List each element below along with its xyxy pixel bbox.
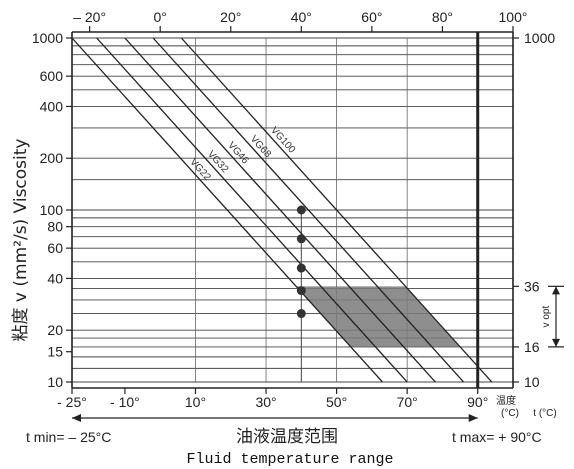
left-tick-label: 60 (47, 240, 63, 256)
bottom-tick-label: 50° (326, 394, 347, 410)
series-line-vg100 (180, 37, 493, 383)
data-point (296, 309, 306, 319)
left-tick-label: 100 (40, 202, 64, 218)
v-opt-arrow-up (552, 286, 560, 295)
series-line-vg68 (152, 37, 465, 383)
left-tick-label: 200 (40, 150, 64, 166)
range-arrow-left (72, 414, 81, 422)
left-tick-label: 40 (47, 270, 63, 286)
top-tick-label: 0° (154, 9, 167, 25)
top-tick-label: 40° (291, 9, 312, 25)
bottom-tick-label: 30° (255, 394, 276, 410)
data-point (296, 234, 306, 244)
left-tick-label: 20 (47, 322, 63, 338)
series-line-vg46 (124, 37, 436, 383)
bottom-tick-label: - 10° (110, 394, 140, 410)
data-point (296, 205, 306, 215)
top-tick-label: – 20° (73, 9, 106, 25)
right-tick-label: 16 (524, 339, 540, 355)
data-point (296, 286, 306, 296)
v-opt-label: v opt (541, 306, 552, 328)
bottom-tick-label: 70° (397, 394, 418, 410)
series-line-vg22 (71, 37, 383, 383)
left-tick-label: 80 (47, 219, 63, 235)
top-tick-label: 60° (361, 9, 382, 25)
axis-layer (66, 26, 564, 422)
x-label-cn: 油液温度范围 (236, 427, 338, 447)
left-tick-label: 1000 (32, 30, 63, 46)
left-tick-label: 15 (47, 344, 63, 360)
top-tick-label: 20° (220, 9, 241, 25)
x-label: Fluid temperature range (186, 451, 393, 468)
grid-layer (72, 37, 513, 383)
t-max-label: t max= + 90°C (452, 429, 542, 445)
data-point (296, 263, 306, 273)
bottom-tick-label: - 25° (57, 394, 87, 410)
right-tick-label: 36 (524, 278, 540, 294)
x-unit-cn: 温度 (496, 394, 516, 407)
top-tick-label: 100° (499, 9, 528, 25)
range-arrow-right (468, 414, 478, 422)
top-tick-label: 80° (432, 9, 453, 25)
x-unit-label: (°C) (501, 408, 519, 419)
left-tick-label: 400 (40, 98, 64, 114)
x-unit-label-alt: t (°C) (533, 408, 556, 419)
series-line-vg32 (96, 37, 408, 383)
left-tick-label: 10 (47, 374, 63, 390)
right-tick-label: 1000 (524, 30, 555, 46)
text-layer: – 20° 0° 20° 40° 60° 80° 100° - 25° - 10° 10° 30° 5… (11, 9, 557, 468)
bottom-tick-label: 10° (185, 394, 206, 410)
t-min-label: t min= – 25°C (26, 429, 111, 445)
left-tick-label: 600 (40, 68, 64, 84)
right-tick-label: 10 (524, 374, 540, 390)
bottom-tick-label: 90° (467, 394, 488, 410)
v-opt-arrow-down (552, 338, 560, 347)
y-axis-title: 粘度 v (mm²/s) Viscosity (11, 139, 31, 342)
